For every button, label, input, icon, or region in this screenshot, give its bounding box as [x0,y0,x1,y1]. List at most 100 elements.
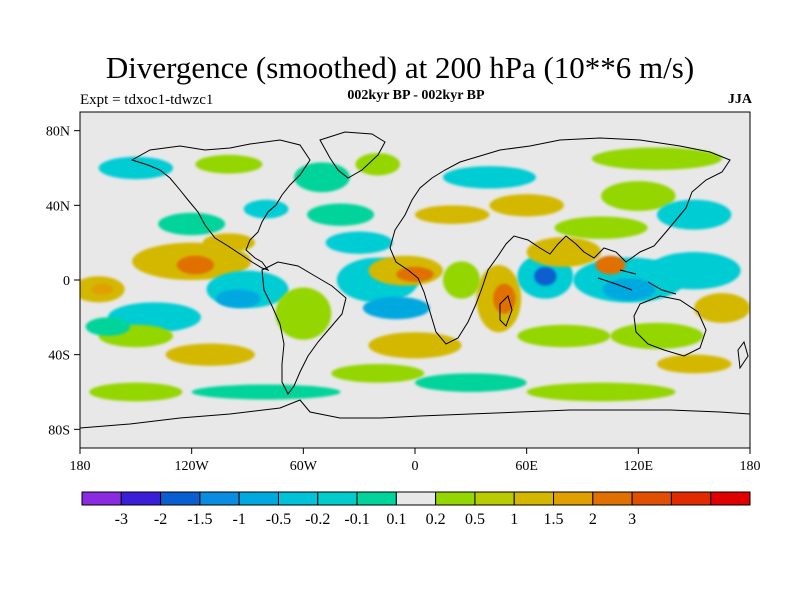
divergence-region-25 [89,382,183,402]
divergence-region-48 [195,154,263,174]
legend-label: 1 [510,511,518,528]
experiment-label: Expt = tdxoc1-tdwzc1 [80,92,214,108]
legend-color-box [199,491,240,506]
x-tick-label: 0 [412,459,419,474]
divergence-region-14 [362,296,430,320]
coastline-greenland [319,131,386,179]
divergence-region-21 [368,332,462,359]
divergence-region-38 [647,251,741,290]
divergence-region-24 [191,384,341,400]
divergence-region-37 [595,255,626,275]
coastlines [80,131,750,429]
divergence-region-27 [656,354,732,374]
divergence-region-22 [331,364,425,383]
divergence-region-11 [165,343,255,366]
legend-label: -2 [154,511,167,528]
time-range-label: 002kyr BP - 002kyr BP [347,88,485,103]
x-tick-label: 120E [624,459,654,474]
coastline-south-america [261,261,347,395]
legend-label: 2 [589,511,597,528]
divergence-region-32 [534,266,557,286]
legend-color-box [277,491,319,506]
coastline-indonesia [597,269,677,295]
divergence-region-49 [243,199,289,219]
divergence-region-1 [176,255,214,275]
divergence-region-23 [415,373,527,392]
legend-label: -3 [115,511,128,528]
coastline-antarctica [80,399,750,429]
divergence-region-43 [601,181,676,211]
divergence-region-50 [415,205,490,225]
x-tick-label: 60W [290,459,318,474]
divergence-region-39 [694,293,750,323]
legend-color-box [513,491,555,506]
legend-label: 0.5 [465,511,485,528]
divergence-region-34 [554,216,648,239]
x-tick-label: 180 [740,459,761,474]
divergence-region-5 [158,212,226,236]
legend-color-box [238,491,279,506]
legend-color-box [395,491,437,506]
divergence-region-30 [442,261,481,299]
y-tick-label: 80N [46,125,70,140]
legend-label: -0.5 [266,511,291,528]
legend-color-box [592,491,633,506]
divergence-region-7 [215,289,261,308]
plot-title: Divergence (smoothed) at 200 hPa (10**6 … [105,50,695,85]
divergence-region-41 [517,324,611,348]
coastline-north-america [130,139,311,271]
legend-color-box [435,491,476,506]
divergence-region-4 [107,302,201,333]
divergence-region-8 [202,233,255,253]
legend-label: -0.1 [344,511,369,528]
divergence-region-3 [91,283,114,295]
legend-label: -1.5 [187,511,212,528]
divergence-region-20 [355,153,401,176]
divergence-region-46 [591,147,723,170]
coastline-australia [633,295,707,357]
season-label: JJA [727,92,752,107]
legend-color-box [356,491,397,506]
map-axes: 180 120W 60W 0 60E 120E 180 80N 40N 0 40S 80S [46,125,761,474]
legend-label: 0.2 [426,511,446,528]
divergence-region-42 [489,194,564,217]
legend-color-box [120,491,162,506]
legend-color-box [474,491,515,506]
divergence-region-29 [493,283,516,314]
divergence-region-40 [610,322,704,350]
coastline-eurasia-africa [389,137,731,345]
divergence-region-44 [656,199,732,230]
legend-color-box [670,491,712,506]
divergence-region-45 [442,166,536,189]
legend-label: 0.1 [386,511,406,528]
divergence-region-26 [526,382,676,402]
x-tick-label: 180 [70,459,91,474]
x-tick-label: 120W [175,459,210,474]
divergence-region-10 [85,317,131,336]
y-tick-label: 0 [63,274,70,289]
divergence-region-18 [307,203,375,226]
divergence-region-17 [325,231,393,254]
divergence-region-19 [294,162,350,193]
coastline-madagascar [499,295,513,327]
legend-label: 3 [628,511,636,528]
legend-color-box [631,491,672,506]
legend-label: 1.5 [544,511,564,528]
legend-color-box [81,491,122,506]
divergence-region-33 [526,237,602,267]
y-tick-label: 40N [46,199,70,214]
coastline-new-zealand [737,340,749,370]
anomaly-layer [80,147,750,402]
color-legend: -3 -2 -1.5 -1 -0.5 -0.2 -0.1 0.1 0.2 0.5 1 1.5 2 3 [81,491,751,528]
legend-label: -1 [233,511,246,528]
divergence-region-16 [396,266,434,282]
y-tick-label: 80S [48,423,70,438]
legend-color-box [317,491,358,506]
divergence-region-47 [98,156,174,180]
x-tick-label: 60E [515,459,538,474]
legend-color-box [710,491,751,506]
legend-color-box [553,491,594,506]
y-tick-label: 40S [48,349,70,364]
legend-label: -0.2 [305,511,330,528]
divergence-region-12 [275,287,332,340]
